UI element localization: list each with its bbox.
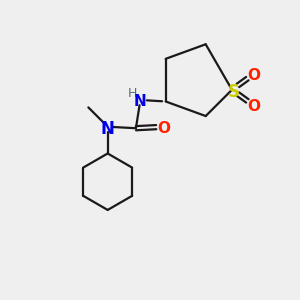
- Text: O: O: [158, 121, 171, 136]
- Text: H: H: [128, 87, 137, 100]
- Text: S: S: [227, 83, 239, 101]
- Text: N: N: [101, 120, 115, 138]
- Text: O: O: [247, 99, 260, 114]
- Text: O: O: [247, 68, 260, 83]
- Text: N: N: [134, 94, 147, 109]
